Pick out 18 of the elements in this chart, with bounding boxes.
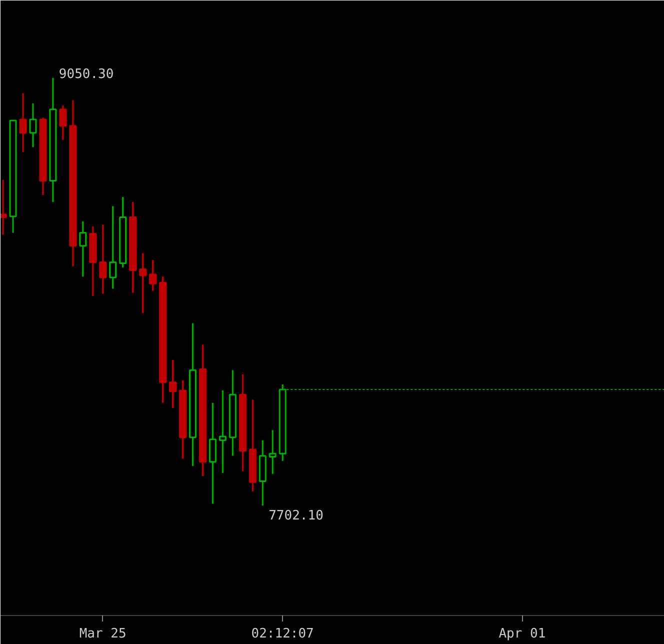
annotation: 9050.30 xyxy=(58,66,114,82)
candlestick xyxy=(79,220,87,278)
candlestick xyxy=(218,390,226,474)
candlestick xyxy=(0,179,7,236)
candlestick xyxy=(139,252,147,314)
x-tick-label: 02:12:07 xyxy=(251,626,314,642)
candlestick xyxy=(29,102,37,148)
candlestick xyxy=(208,402,216,504)
x-tick-label: Apr 01 xyxy=(498,626,546,642)
candlestick xyxy=(268,429,276,475)
candlestick xyxy=(59,104,67,141)
candlestick xyxy=(109,205,117,290)
candlestick xyxy=(168,359,176,409)
annotation: 7702.10 xyxy=(268,508,324,524)
candlestick xyxy=(99,224,107,294)
x-tick-label: Mar 25 xyxy=(79,626,126,642)
candlestick xyxy=(149,259,157,292)
candlestick xyxy=(19,92,27,153)
